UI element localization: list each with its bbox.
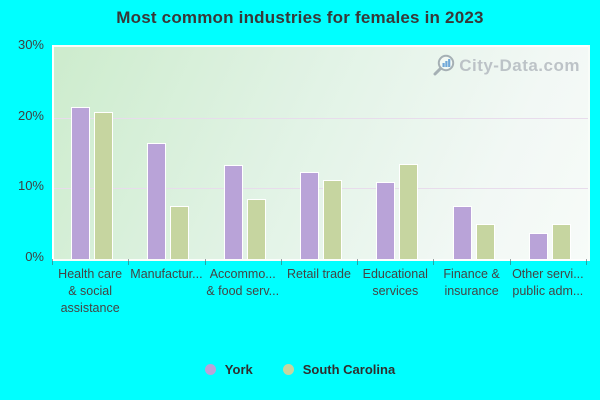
watermark-text: City-Data.com — [459, 56, 580, 75]
bar-york — [376, 181, 396, 259]
x-axis-tick — [433, 259, 435, 265]
bar-york — [528, 232, 548, 259]
bar-york — [299, 172, 319, 259]
watermark: City-Data.com — [431, 53, 580, 79]
legend-label-york: York — [224, 362, 253, 377]
bar-south-carolina — [170, 206, 190, 259]
bar-york — [71, 107, 91, 259]
bar-york — [147, 143, 167, 259]
bar-south-carolina — [94, 112, 114, 259]
x-axis-tick — [586, 259, 587, 265]
legend-swatch-york — [204, 364, 216, 375]
bar-south-carolina — [399, 164, 419, 259]
x-axis-tick — [52, 259, 53, 265]
magnifier-chart-icon — [431, 53, 457, 79]
y-axis-tick-label: 20% — [17, 107, 44, 123]
bar-group — [359, 47, 435, 259]
chart-title: Most common industries for females in 20… — [116, 8, 484, 27]
legend: York South Carolina — [0, 362, 600, 377]
bar-group — [130, 47, 206, 259]
gridline — [54, 117, 588, 119]
bar-group — [435, 47, 511, 259]
bar-group — [512, 47, 588, 259]
x-axis-tick — [280, 259, 282, 265]
bar-york — [452, 206, 472, 259]
gridline — [54, 188, 588, 190]
legend-item-york: York — [204, 362, 253, 377]
x-axis-category-label: Manufactur... — [130, 267, 203, 281]
y-axis-tick-label: 30% — [17, 37, 44, 52]
x-axis-category-label: Retail trade — [287, 267, 351, 281]
x-axis-category-label: Accommo... & food serv... — [206, 267, 280, 298]
legend-item-south-carolina: South Carolina — [282, 362, 396, 377]
y-axis-tick-label: 0% — [25, 249, 44, 264]
plot-area: City-Data.com — [52, 45, 590, 261]
x-axis-tick — [204, 259, 206, 265]
x-axis-tick — [357, 259, 359, 265]
bar-south-carolina — [551, 223, 571, 259]
bar-group — [283, 47, 359, 259]
bar-south-carolina — [475, 223, 495, 259]
bar-york — [223, 165, 243, 259]
x-axis-category-label: Educational services — [362, 267, 428, 298]
bar-group — [207, 47, 283, 259]
bar-south-carolina — [246, 198, 266, 259]
y-axis-tick-label: 10% — [17, 178, 44, 194]
x-axis-category-label: Health care & social assistance — [58, 267, 123, 315]
x-axis-tick — [128, 259, 130, 265]
x-axis-tick — [509, 259, 511, 265]
legend-swatch-south-carolina — [282, 364, 294, 375]
x-axis-category-label: Other servi... public adm... — [512, 267, 584, 298]
bar-south-carolina — [322, 179, 342, 259]
x-axis-category-label: Finance & insurance — [443, 267, 500, 298]
bar-group — [54, 47, 130, 259]
legend-label-south-carolina: South Carolina — [302, 362, 396, 377]
